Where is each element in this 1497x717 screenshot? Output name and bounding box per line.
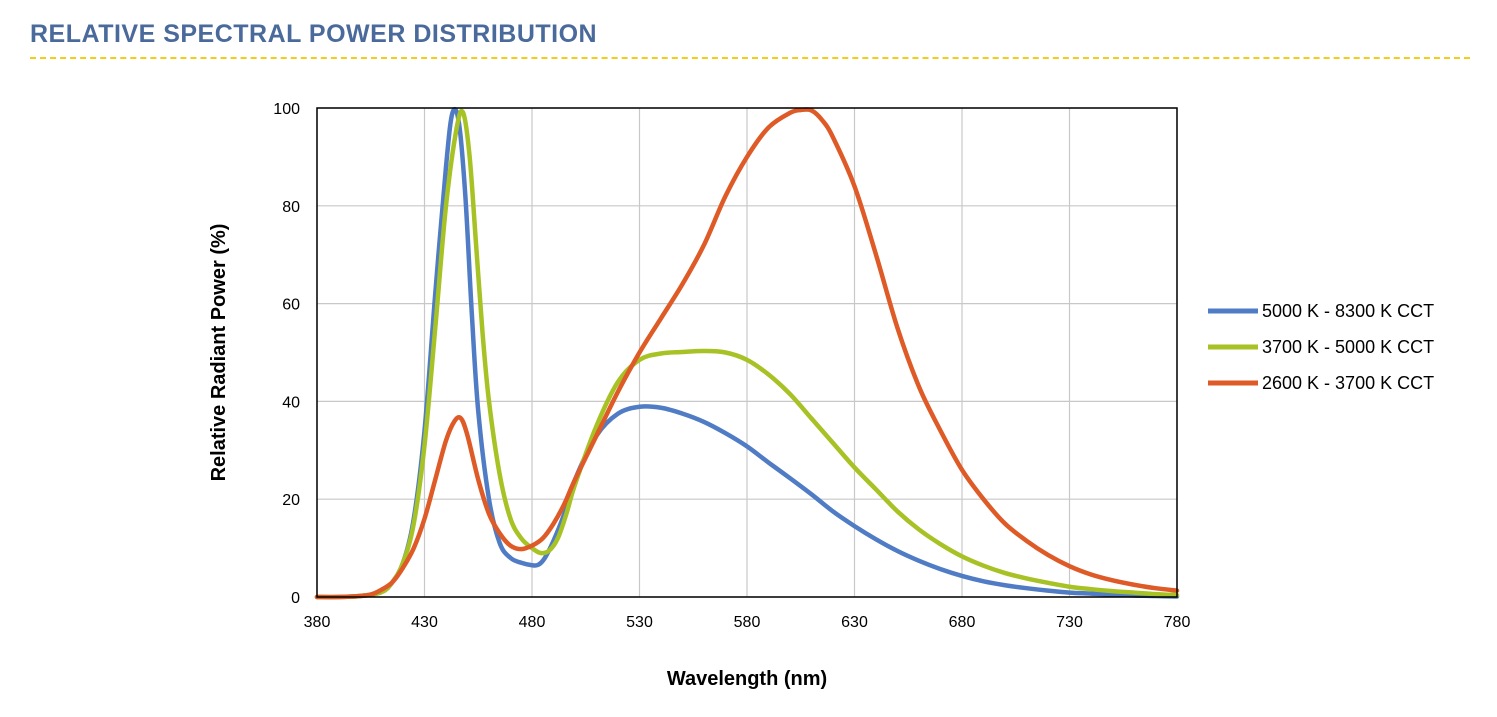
y-tick-label: 100: [273, 101, 300, 118]
chart-series: [314, 106, 1180, 600]
x-axis-title: Wavelength (nm): [667, 668, 827, 690]
x-tick-label: 580: [734, 614, 761, 631]
x-tick-label: 730: [1056, 614, 1083, 631]
x-tick-label: 630: [841, 614, 868, 631]
legend-label-3: 2600 K - 3700 K CCT: [1262, 373, 1434, 393]
y-tick-label: 0: [291, 590, 300, 607]
y-tick-label: 20: [282, 492, 300, 509]
y-tick-label: 60: [282, 297, 300, 314]
x-axis-ticks: 380 430 480 530 580 630 680 730 780: [304, 614, 1191, 631]
title-divider: [30, 57, 1470, 59]
x-tick-label: 380: [304, 614, 331, 631]
plot-area-border: [316, 107, 1178, 598]
chart-legend: 5000 K - 8300 K CCT 3700 K - 5000 K CCT 26…: [1208, 301, 1434, 393]
y-tick-label: 40: [282, 394, 300, 411]
y-tick-label: 80: [282, 199, 300, 216]
legend-label-1: 5000 K - 8300 K CCT: [1262, 301, 1434, 321]
x-tick-label: 430: [411, 614, 438, 631]
x-tick-label: 530: [626, 614, 653, 631]
series-line-2: [314, 108, 1180, 600]
x-tick-label: 680: [949, 614, 976, 631]
y-axis-ticks: 0 20 40 60 80 100: [273, 101, 300, 607]
section-title: RELATIVE SPECTRAL POWER DISTRIBUTION: [30, 20, 598, 48]
x-tick-label: 480: [519, 614, 546, 631]
x-tick-label: 780: [1164, 614, 1191, 631]
series-line-3: [314, 107, 1180, 600]
y-axis-title: Relative Radiant Power (%): [208, 224, 230, 482]
legend-label-2: 3700 K - 5000 K CCT: [1262, 337, 1434, 357]
